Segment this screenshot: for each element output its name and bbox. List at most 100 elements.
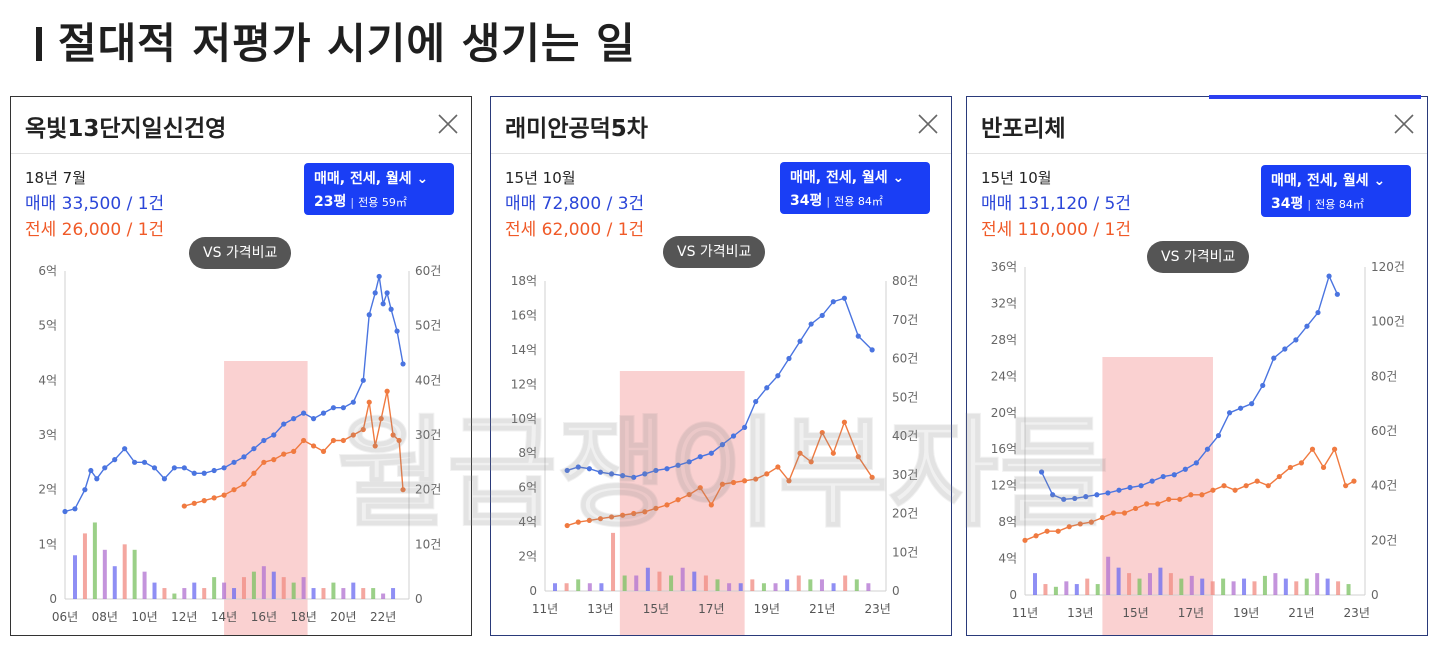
sale-price-point: [201, 470, 207, 476]
sale-price-point: [181, 465, 187, 471]
pyeong-label: 34평: [1271, 196, 1304, 212]
jeonse-price-point: [808, 459, 814, 465]
volume-bar: [301, 577, 306, 599]
jeonse-price-point: [686, 491, 692, 498]
sale-price-point: [775, 373, 781, 379]
y2-tick-label: 50건: [415, 319, 441, 333]
jeonse-price-point: [181, 503, 187, 509]
jeonse-price-point: [1077, 521, 1083, 527]
y2-tick-label: 20건: [415, 483, 441, 497]
trade-type-filter-button[interactable]: 매매, 전세, 월세 ⌄ 23평 | 전용 59㎡: [304, 163, 454, 215]
volume-bar: [112, 566, 117, 599]
y-tick-label: 36억: [991, 260, 1017, 274]
vs-compare-button[interactable]: VS 가격비교: [1147, 241, 1250, 273]
sale-price-point: [642, 471, 648, 477]
jeonse-price-point: [1199, 492, 1205, 498]
volume-bar: [92, 522, 97, 599]
sale-price-line: [64, 276, 404, 513]
sale-price-point: [1138, 483, 1144, 489]
y2-tick-label: 0: [1371, 588, 1379, 602]
jeonse-price-point: [221, 492, 227, 498]
volume-bar: [73, 555, 77, 599]
price-info: 15년 10월 매매 131,120 / 5건 전세 110,000 / 1건: [981, 165, 1131, 243]
jeonse-price-point: [241, 481, 247, 487]
jeonse-price-point: [384, 388, 390, 394]
x-tick-label: 15년: [643, 602, 669, 616]
x-tick-label: 21년: [809, 602, 835, 616]
sale-price-point: [1334, 291, 1340, 297]
y2-tick-label: 20건: [1371, 533, 1397, 547]
volume-bar: [281, 577, 286, 599]
vs-compare-button[interactable]: VS 가격비교: [663, 236, 766, 268]
sale-price-point: [112, 457, 118, 463]
card-title: 래미안공덕5차: [505, 116, 648, 142]
volume-bar: [703, 575, 708, 591]
selected-date: 18년 7월: [25, 169, 86, 187]
trade-type-filter-button[interactable]: 매매, 전세, 월세 ⌄ 34평 | 전용 84㎡: [1261, 165, 1411, 217]
y-tick-label: 16억: [991, 442, 1017, 456]
jeonse-price-point: [819, 429, 825, 436]
close-icon[interactable]: [1389, 109, 1419, 139]
close-icon[interactable]: [433, 109, 463, 139]
page-title: 절대적 저평가 시기에 생기는 일: [36, 10, 636, 71]
sale-price-point: [786, 355, 792, 362]
jeonse-price-text: 전세 26,000 / 1건: [25, 220, 165, 240]
sale-price-point: [82, 487, 88, 493]
volume-bar: [843, 575, 848, 591]
sale-price-point: [608, 471, 615, 477]
jeonse-price-point: [372, 443, 378, 449]
y-tick-label: 4억: [38, 373, 57, 387]
volume-bar: [680, 567, 685, 591]
y-tick-label: 0: [529, 584, 537, 598]
y-tick-label: 24억: [991, 369, 1017, 383]
volume-bar: [808, 579, 813, 591]
x-tick-label: 12년: [171, 610, 197, 624]
volume-bar: [819, 579, 824, 591]
y-tick-label: 32억: [991, 296, 1017, 310]
filter-label: 매매, 전세, 월세: [1271, 173, 1369, 189]
jeonse-price-point: [360, 426, 366, 433]
jeonse-price-point: [730, 479, 737, 486]
vs-compare-button[interactable]: VS 가격비교: [189, 237, 292, 269]
jeonse-price-point: [764, 471, 770, 477]
sale-price-point: [102, 465, 108, 471]
volume-bar: [1262, 575, 1267, 595]
jeonse-price-point: [1221, 483, 1227, 489]
jeonse-price-point: [708, 502, 714, 508]
x-tick-label: 15년: [1122, 606, 1148, 620]
volume-bar: [251, 571, 256, 599]
y2-tick-label: 40건: [1371, 479, 1397, 493]
jeonse-price-point: [1022, 537, 1028, 543]
volume-bar: [785, 579, 790, 591]
jeonse-price-point: [1110, 510, 1117, 516]
filter-label: 매매, 전세, 월세: [314, 171, 412, 187]
sale-price-point: [753, 398, 759, 405]
jeonse-price-point: [378, 416, 384, 422]
sale-price-point: [271, 432, 277, 438]
sale-price-line: [566, 297, 873, 479]
y2-tick-label: 50건: [892, 390, 918, 404]
jeonse-price-point: [366, 399, 372, 405]
volume-bar: [172, 593, 177, 599]
highlight-band: [1102, 357, 1213, 635]
trade-type-filter-button[interactable]: 매매, 전세, 월세 ⌄ 34평 | 전용 84㎡: [780, 162, 930, 214]
sale-price-point: [1215, 432, 1222, 439]
selected-date: 15년 10월: [981, 169, 1052, 187]
sale-price-point: [1127, 484, 1133, 491]
jeonse-price-point: [719, 481, 726, 487]
y-tick-label: 16억: [511, 308, 537, 322]
volume-bar: [576, 579, 581, 591]
sale-price-point: [261, 437, 267, 444]
jeonse-price-point: [642, 509, 648, 515]
jeonse-price-point: [564, 522, 570, 529]
y-tick-label: 20억: [991, 406, 1017, 420]
sale-price-point: [1061, 496, 1067, 502]
volume-bar: [587, 583, 592, 591]
close-icon[interactable]: [913, 109, 943, 139]
volume-bar: [611, 532, 616, 591]
sale-price-point: [764, 385, 770, 391]
jeonse-price-point: [664, 502, 670, 508]
sale-price-point: [151, 465, 158, 471]
sale-price-point: [1160, 473, 1166, 480]
y2-tick-label: 80건: [892, 274, 918, 288]
